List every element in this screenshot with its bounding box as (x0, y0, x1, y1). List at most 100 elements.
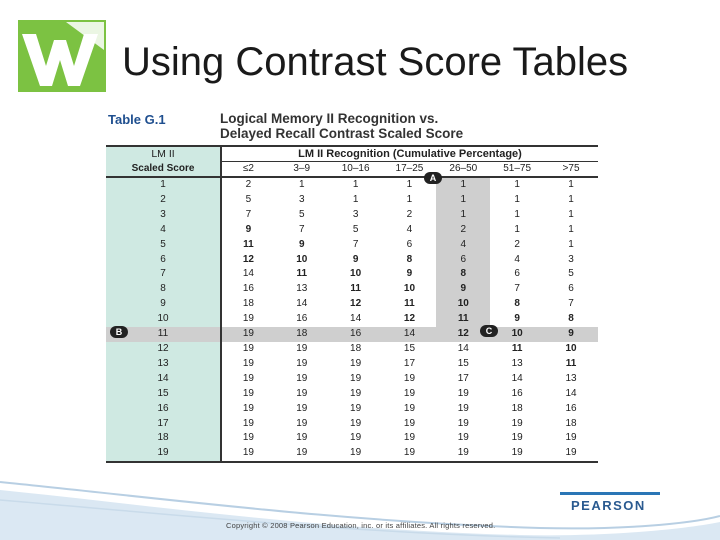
table-cell: 19 (457, 417, 469, 429)
table-cell: 19 (242, 387, 254, 399)
table-cell: 14 (296, 298, 308, 310)
table-cell: 8 (436, 267, 491, 283)
table-cell: 19 (296, 432, 308, 444)
table-cell: 18 (350, 342, 362, 354)
lm-scaled-score-cell: 8 (106, 282, 222, 298)
table-cell: 4 (406, 223, 413, 235)
table-cell: 5 (245, 193, 252, 205)
table-cell: 19 (242, 313, 254, 325)
table-row: 10 19 16 14 12 11 9 8 (106, 312, 598, 328)
table-row: 12 19 19 18 15 14 11 10 (106, 341, 598, 357)
table-cell: 14 (242, 268, 254, 280)
lm-scaled-score-cell: 11 (106, 327, 222, 342)
table-cell: 7 (245, 208, 252, 220)
table-cell: 7 (514, 283, 520, 295)
table-cell: 19 (350, 417, 362, 429)
table-row: 9 18 14 12 11 10 8 7 (106, 297, 598, 313)
table-cell: 1 (568, 193, 574, 205)
table-cell: 10 (436, 297, 491, 313)
contrast-score-table: LM II LM II Recognition (Cumulative Perc… (106, 145, 598, 464)
table-cell: 18 (511, 402, 523, 414)
table-cell: 17 (457, 372, 469, 384)
table-cell: 19 (221, 446, 275, 464)
table-cell: 1 (436, 207, 491, 223)
table-cell: 10 (565, 342, 577, 354)
table-cell: 13 (565, 372, 577, 384)
table-cell: 12 (436, 327, 491, 342)
table-cell: 5 (298, 208, 305, 220)
table-cell: 19 (511, 417, 523, 429)
table-cell: 11 (243, 238, 254, 250)
table-cell: 18 (274, 327, 329, 342)
lm-scaled-score-cell: 6 (106, 252, 222, 268)
table-cell: 2 (406, 208, 413, 220)
table-row: 16 19 19 19 19 19 18 16 (106, 401, 598, 417)
table-cell: 1 (406, 193, 413, 205)
table-cell: 16 (511, 387, 523, 399)
table-cell: 4 (514, 253, 520, 265)
table-cell: 1 (568, 238, 574, 250)
table-cell: 18 (565, 417, 577, 429)
table-cell: 8 (406, 253, 413, 265)
table-cell: 11 (296, 268, 308, 280)
table-cell: 19 (350, 402, 362, 414)
lm-scaled-score-cell: 7 (106, 267, 222, 283)
table-cell: 19 (403, 432, 416, 444)
table-cell: 19 (242, 357, 254, 369)
table-cell: 6 (514, 268, 520, 280)
lm-scaled-score-cell: 12 (106, 341, 222, 357)
table-row: 15 19 19 19 19 19 16 14 (106, 386, 598, 402)
table-cell: 11 (404, 298, 415, 310)
table-cell: 19 (296, 387, 308, 399)
table-cell: 19 (403, 387, 416, 399)
table-cell: 2 (436, 222, 491, 238)
table-cell: 11 (350, 283, 361, 295)
table-cell: 19 (350, 387, 362, 399)
marker-c-badge: C (480, 325, 498, 337)
table-cell: 19 (403, 402, 416, 414)
table-row: 19 19 19 19 19 19 19 19 (106, 446, 598, 464)
table-cell: 7 (352, 238, 359, 250)
marker-b-badge: B (110, 326, 128, 338)
lm-scaled-score-cell: 13 (106, 356, 222, 372)
lm-scaled-score-cell: 4 (106, 222, 222, 238)
table-cell: 9 (514, 313, 520, 325)
table-cell: 19 (382, 446, 437, 464)
lm-scaled-score-cell: 3 (106, 207, 222, 223)
table-cell: 19 (296, 372, 308, 384)
pearson-w-logo-icon (18, 20, 106, 92)
table-cell: 19 (296, 417, 308, 429)
table-row: 13 19 19 19 17 15 13 11 (106, 356, 598, 372)
brand-divider (560, 492, 660, 495)
data-table: LM II LM II Recognition (Cumulative Perc… (106, 145, 598, 464)
table-cell: 14 (511, 372, 523, 384)
table-cell: 17 (403, 357, 416, 369)
lm-scaled-score-cell: 15 (106, 386, 222, 402)
table-cell: 3 (568, 253, 574, 265)
recognition-header: LM II Recognition (Cumulative Percentage… (221, 145, 598, 162)
table-cell: 10 (490, 327, 545, 342)
table-cell: 9 (245, 223, 252, 235)
table-cell: 16 (565, 402, 577, 414)
table-cell: 19 (403, 372, 416, 384)
table-cell: 8 (514, 298, 520, 310)
table-cell: 6 (568, 283, 574, 295)
table-cell: 19 (242, 402, 254, 414)
table-cell: 11 (511, 342, 523, 354)
table-cell: 19 (242, 372, 254, 384)
table-cell: 19 (242, 432, 254, 444)
table-cell: 11 (436, 312, 491, 328)
column-header: >75 (544, 161, 598, 178)
table-cell: 3 (352, 208, 359, 220)
copyright-text: Copyright © 2008 Pearson Education, inc.… (226, 521, 496, 530)
lm-header-line2: Scaled Score (106, 161, 222, 178)
table-cell: 12 (242, 253, 254, 265)
lm-scaled-score-cell: 17 (106, 416, 222, 432)
table-cell: 19 (350, 372, 362, 384)
table-cell: 12 (350, 298, 362, 310)
table-cell: 19 (296, 402, 308, 414)
table-row: 6 12 10 9 8 6 4 3 (106, 252, 598, 268)
table-cell: 6 (436, 252, 491, 268)
table-title-line2: Delayed Recall Contrast Scaled Score (220, 126, 464, 141)
table-cell: 19 (296, 342, 308, 354)
